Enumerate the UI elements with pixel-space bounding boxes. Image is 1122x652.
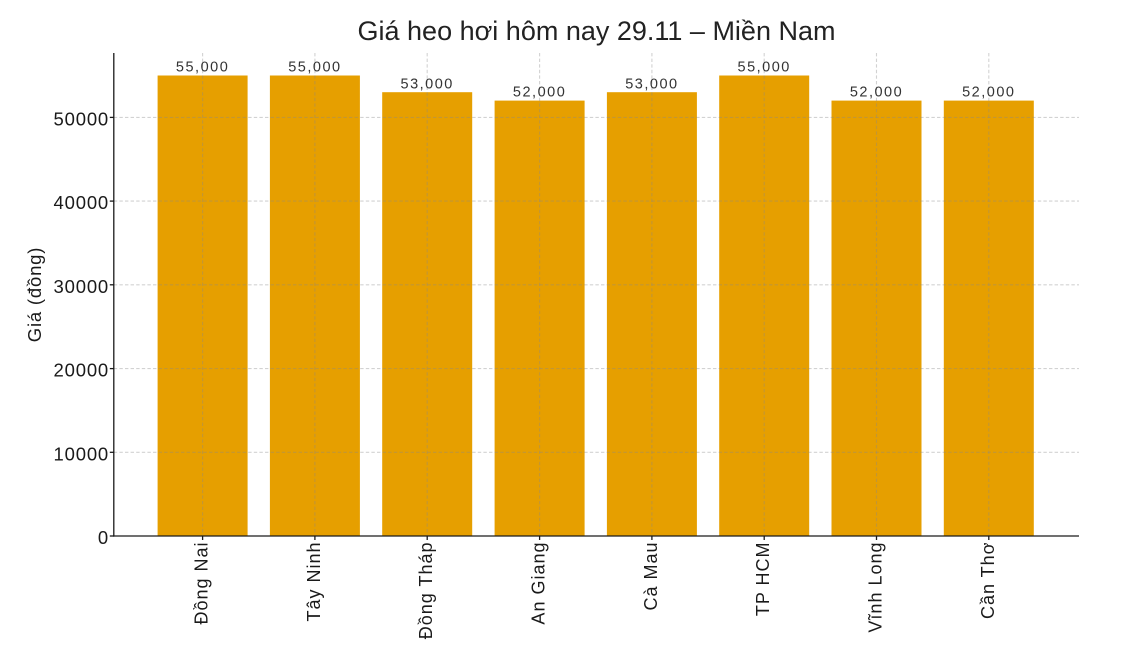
svg-text:0: 0 [98, 527, 109, 548]
svg-text:55,000: 55,000 [176, 60, 229, 76]
svg-text:53,000: 53,000 [401, 76, 454, 92]
svg-text:10000: 10000 [54, 443, 109, 464]
svg-text:Đồng Nai: Đồng Nai [192, 542, 212, 625]
svg-text:TP HCM: TP HCM [753, 542, 773, 617]
svg-text:Vĩnh Long: Vĩnh Long [866, 542, 886, 633]
svg-text:55,000: 55,000 [288, 60, 341, 76]
svg-text:53,000: 53,000 [625, 76, 678, 92]
svg-text:Giá heo hơi hôm nay 29.11 – Mi: Giá heo hơi hôm nay 29.11 – Miền Nam [358, 16, 836, 46]
svg-text:50000: 50000 [54, 109, 109, 130]
svg-text:20000: 20000 [54, 360, 109, 381]
svg-text:52,000: 52,000 [513, 85, 566, 101]
svg-text:Cà Mau: Cà Mau [641, 542, 661, 611]
svg-text:Giá (đồng): Giá (đồng) [24, 247, 45, 342]
svg-text:Tây Ninh: Tây Ninh [304, 542, 324, 622]
svg-text:Đồng Tháp: Đồng Tháp [416, 542, 436, 640]
svg-text:52,000: 52,000 [962, 85, 1015, 101]
svg-text:An Giang: An Giang [529, 542, 549, 625]
svg-text:Cần Thơ: Cần Thơ [978, 542, 998, 620]
svg-text:52,000: 52,000 [850, 85, 903, 101]
svg-text:30000: 30000 [54, 276, 109, 297]
svg-text:55,000: 55,000 [738, 60, 791, 76]
svg-text:40000: 40000 [54, 192, 109, 213]
